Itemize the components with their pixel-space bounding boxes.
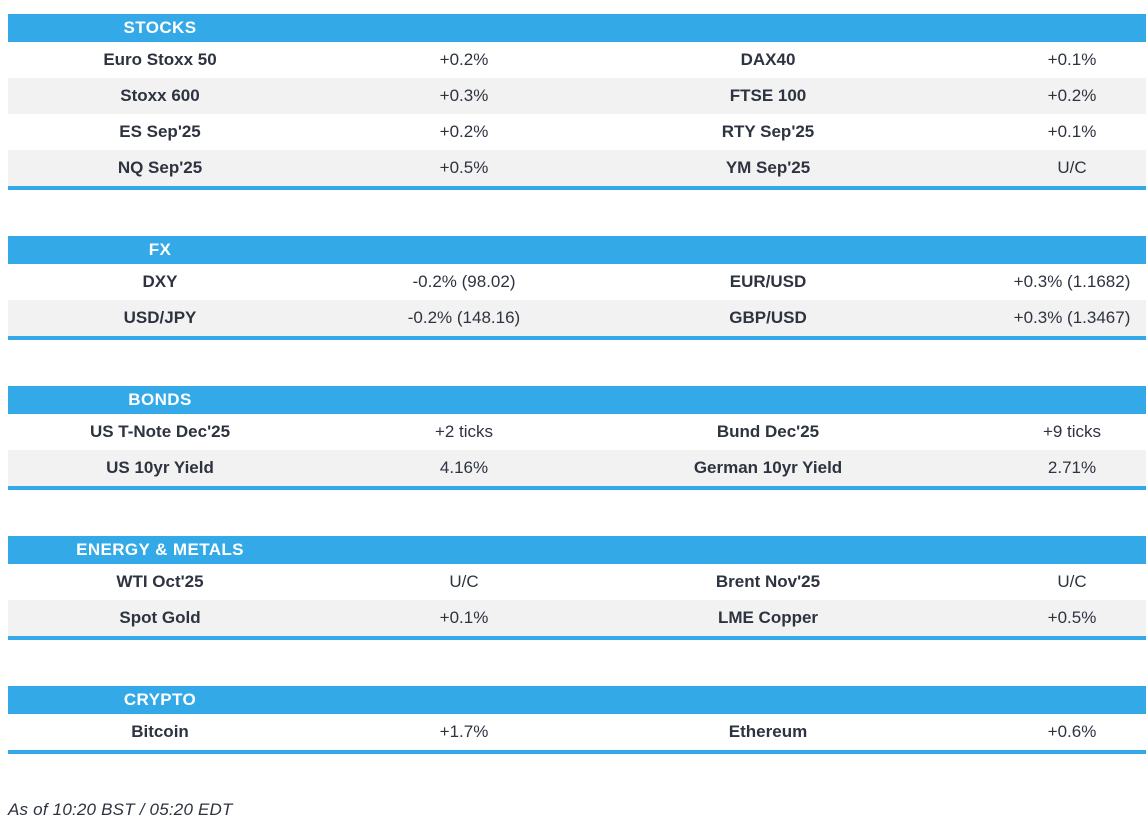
instrument-name: Spot Gold — [119, 608, 201, 627]
section-header-bar: FX — [8, 236, 1146, 264]
instrument-value: +0.1% — [1047, 50, 1097, 69]
instrument-value: +0.2% — [439, 50, 489, 69]
instrument-name: Euro Stoxx 50 — [103, 50, 217, 69]
instrument-name: YM Sep'25 — [725, 158, 811, 177]
instrument-name: RTY Sep'25 — [721, 122, 815, 141]
table-row: Euro Stoxx 50 +0.2% DAX40 +0.1% — [8, 42, 1146, 78]
instrument-value: -0.2% (148.16) — [407, 308, 521, 327]
table-row: Bitcoin +1.7% Ethereum +0.6% — [8, 714, 1146, 750]
section-energy-metals: ENERGY & METALS WTI Oct'25 U/C Brent Nov'25… — [8, 536, 1146, 640]
instrument-value: +0.1% — [1047, 122, 1097, 141]
market-tables: STOCKS Euro Stoxx 50 +0.2% DAX40 +0.1% Stoxx … — [8, 14, 1146, 754]
instrument-value: 2.71% — [1047, 458, 1097, 477]
instrument-value: +2 ticks — [434, 422, 494, 441]
instrument-name: Bitcoin — [131, 722, 189, 741]
section-stocks: STOCKS Euro Stoxx 50 +0.2% DAX40 +0.1% Stoxx … — [8, 14, 1146, 190]
instrument-name: FTSE 100 — [729, 86, 807, 105]
table-row: WTI Oct'25 U/C Brent Nov'25 U/C — [8, 564, 1146, 600]
section-title: ENERGY & METALS — [76, 540, 244, 559]
instrument-value: +0.3% — [439, 86, 489, 105]
instrument-name: DAX40 — [740, 50, 796, 69]
instrument-value: U/C — [449, 572, 479, 591]
instrument-name: WTI Oct'25 — [116, 572, 204, 591]
table-row: NQ Sep'25 +0.5% YM Sep'25 U/C — [8, 150, 1146, 186]
section-title: STOCKS — [123, 18, 197, 37]
section-title: BONDS — [128, 390, 192, 409]
instrument-value: +0.5% — [439, 158, 489, 177]
table-row: DXY -0.2% (98.02) EUR/USD +0.3% (1.1682) — [8, 264, 1146, 300]
instrument-value: +0.2% — [1047, 86, 1097, 105]
instrument-name: German 10yr Yield — [693, 458, 843, 477]
instrument-value: U/C — [1057, 158, 1087, 177]
instrument-name: US 10yr Yield — [106, 458, 214, 477]
instrument-value: +1.7% — [439, 722, 489, 741]
timestamp-note: As of 10:20 BST / 05:20 EDT — [8, 800, 233, 819]
instrument-value: +0.6% — [1047, 722, 1097, 741]
instrument-name: Bund Dec'25 — [716, 422, 820, 441]
section-fx: FX DXY -0.2% (98.02) EUR/USD +0.3% (1.1682) U… — [8, 236, 1146, 340]
section-crypto: CRYPTO Bitcoin +1.7% Ethereum +0.6% — [8, 686, 1146, 754]
instrument-name: LME Copper — [717, 608, 819, 627]
table-row: Spot Gold +0.1% LME Copper +0.5% — [8, 600, 1146, 636]
instrument-name: USD/JPY — [123, 308, 197, 327]
instrument-name: Ethereum — [728, 722, 808, 741]
instrument-name: Brent Nov'25 — [715, 572, 821, 591]
table-row: US 10yr Yield 4.16% German 10yr Yield 2.71% — [8, 450, 1146, 486]
instrument-name: DXY — [142, 272, 178, 291]
instrument-value: +0.5% — [1047, 608, 1097, 627]
table-row: USD/JPY -0.2% (148.16) GBP/USD +0.3% (1.346… — [8, 300, 1146, 336]
section-header-bar: ENERGY & METALS — [8, 536, 1146, 564]
instrument-name: GBP/USD — [729, 308, 807, 327]
instrument-name: EUR/USD — [729, 272, 807, 291]
section-header-bar: BONDS — [8, 386, 1146, 414]
instrument-name: US T-Note Dec'25 — [89, 422, 231, 441]
instrument-value: +0.2% — [439, 122, 489, 141]
instrument-value: 4.16% — [439, 458, 489, 477]
section-header-bar: CRYPTO — [8, 686, 1146, 714]
instrument-name: Stoxx 600 — [120, 86, 200, 105]
section-title: FX — [148, 240, 172, 259]
table-row: US T-Note Dec'25 +2 ticks Bund Dec'25 +9 ti… — [8, 414, 1146, 450]
instrument-value: +0.1% — [439, 608, 489, 627]
instrument-value: +9 ticks — [1042, 422, 1102, 441]
instrument-name: NQ Sep'25 — [117, 158, 203, 177]
table-row: Stoxx 600 +0.3% FTSE 100 +0.2% — [8, 78, 1146, 114]
instrument-value: +0.3% (1.1682) — [1013, 272, 1131, 291]
section-bonds: BONDS US T-Note Dec'25 +2 ticks Bund Dec'25… — [8, 386, 1146, 490]
table-row: ES Sep'25 +0.2% RTY Sep'25 +0.1% — [8, 114, 1146, 150]
instrument-value: -0.2% (98.02) — [412, 272, 516, 291]
instrument-name: ES Sep'25 — [119, 122, 201, 141]
section-title: CRYPTO — [123, 690, 197, 709]
instrument-value: U/C — [1057, 572, 1087, 591]
instrument-value: +0.3% (1.3467) — [1013, 308, 1131, 327]
section-header-bar: STOCKS — [8, 14, 1146, 42]
